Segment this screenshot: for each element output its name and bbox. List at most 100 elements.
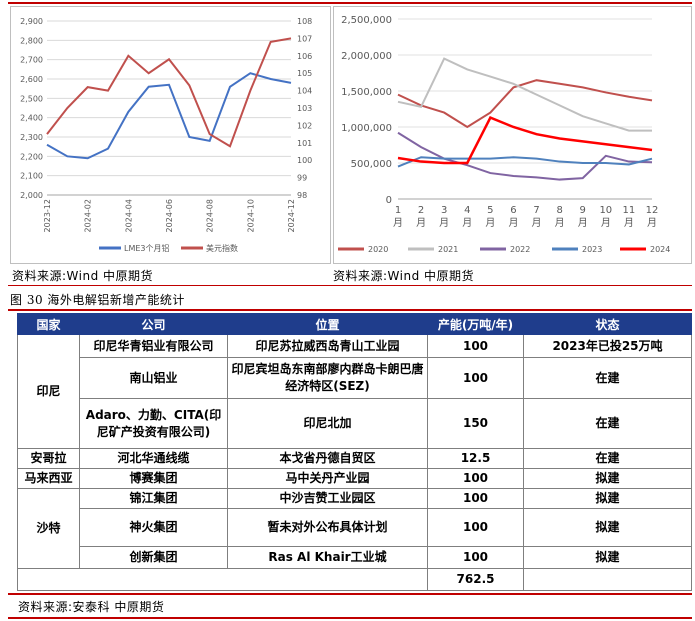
header-status: 状态 — [523, 313, 692, 335]
series-line-2020 — [397, 79, 653, 129]
total-status-cell — [523, 568, 692, 591]
location-cell: 中沙吉赞工业园区 — [227, 488, 428, 509]
y-left-tick-label: 2,900 — [20, 17, 43, 26]
x-tick-label: 2024-10 — [246, 199, 255, 232]
x-tick-month: 月 — [624, 217, 634, 229]
company-cell: 河北华通线缆 — [79, 448, 228, 469]
location-cell: 暂未对外公布具体计划 — [227, 508, 428, 547]
x-tick-number: 3 — [441, 205, 447, 216]
table-row: 印尼 印尼华青铝业有限公司 印尼苏拉威西岛青山工业园 100 2023年已投25… — [17, 334, 692, 449]
table-row: 马来西亚 博赛集团 马中关丹产业园 100 拟建 — [17, 468, 692, 489]
status-cell: 在建 — [523, 357, 692, 399]
lme-usd-chart-svg: 2,900 2,800 2,700 2,600 2,500 2,400 2,300 2,200… — [20, 17, 312, 253]
total-capacity-cell: 762.5 — [427, 568, 524, 591]
source-right: 资料来源:Wind 中原期货 — [333, 269, 475, 283]
y-right-tick-label: 100 — [297, 156, 312, 165]
status-cell: 在建 — [523, 398, 692, 449]
legend-label-2024: 2024 — [650, 245, 670, 254]
status-cell: 拟建 — [523, 546, 692, 569]
capacity-cell: 100 — [427, 357, 524, 399]
header-location: 位置 — [227, 313, 428, 335]
y-left-tick-label: 2,800 — [20, 36, 43, 45]
y-left-tick-label: 2,300 — [20, 133, 43, 142]
location-cell: 马中关丹产业园 — [227, 468, 428, 489]
country-cell: 马来西亚 — [17, 468, 80, 489]
company-cell: 印尼华青铝业有限公司 — [79, 334, 228, 358]
series-line-2024 — [397, 116, 653, 165]
x-tick-number: 12 — [646, 205, 659, 216]
y-right-tick-label: 104 — [297, 87, 312, 96]
country-cell: 印尼 — [17, 334, 80, 449]
x-tick-number: 2 — [418, 205, 424, 216]
x-tick-label: 2024-12 — [287, 199, 296, 232]
capacity-cell: 100 — [427, 508, 524, 547]
legend-label-2023: 2023 — [582, 245, 602, 254]
x-tick-month: 月 — [416, 217, 426, 229]
x-tick-month: 月 — [601, 217, 611, 229]
y-left-tick-label: 2,700 — [20, 56, 43, 65]
company-cell: 神火集团 — [79, 508, 228, 547]
inventory-seasonal-chart-svg: 2,500,000 2,000,000 1,500,000 1,000,000 500,… — [338, 15, 670, 254]
table-row: 沙特 锦江集团 中沙吉赞工业园区 100 拟建 — [17, 488, 692, 569]
x-tick-month: 月 — [555, 217, 565, 229]
y-left-tick-label: 2,200 — [20, 152, 43, 161]
x-tick-month: 月 — [508, 217, 518, 229]
x-tick-month: 月 — [439, 217, 449, 229]
x-tick-label: 2024-08 — [206, 199, 215, 232]
y-right-tick-label: 106 — [297, 52, 312, 61]
x-tick-number: 11 — [623, 205, 636, 216]
legend-label-2020: 2020 — [368, 245, 388, 254]
location-cell: 印尼北加 — [227, 398, 428, 449]
y-right-tick-label: 98 — [297, 191, 307, 200]
y-left-tick-label: 2,000 — [20, 191, 43, 200]
header-capacity: 产能(万吨/年) — [427, 313, 524, 335]
company-cell: Adaro、力勤、CITA(印尼矿产投资有限公司) — [79, 398, 228, 449]
country-cell: 沙特 — [17, 488, 80, 569]
series-line-usd — [46, 37, 292, 148]
total-row: 762.5 — [17, 568, 692, 591]
figure-title: 图 30 海外电解铝新增产能统计 — [10, 293, 185, 307]
x-tick-number: 8 — [556, 205, 562, 216]
table-row: 安哥拉 河北华通线缆 本戈省丹德自贸区 12.5 在建 — [17, 448, 692, 469]
x-tick-label: 2024-04 — [124, 199, 133, 232]
source-left: 资料来源:Wind 中原期货 — [12, 269, 154, 283]
y-left-tick-label: 2,400 — [20, 114, 43, 123]
table-row: Adaro、力勤、CITA(印尼矿产投资有限公司) 印尼北加 150 在建 — [18, 398, 692, 449]
y-tick-label: 0 — [386, 195, 392, 206]
status-cell: 拟建 — [523, 468, 692, 489]
series-line-lme — [46, 72, 292, 160]
table-row: 神火集团 暂未对外公布具体计划 100 拟建 — [18, 508, 692, 547]
x-tick-month: 月 — [578, 217, 588, 229]
x-tick-month: 月 — [647, 217, 657, 229]
y-right-tick-label: 108 — [297, 17, 312, 26]
series-line-2022 — [397, 131, 653, 181]
y-tick-label: 500,000 — [351, 159, 392, 170]
y-right-tick-label: 101 — [297, 139, 312, 148]
y-right-tick-label: 103 — [297, 104, 312, 113]
top-rule — [8, 2, 692, 4]
x-tick-number: 1 — [395, 205, 401, 216]
status-cell: 拟建 — [523, 488, 692, 509]
y-right-tick-label: 99 — [297, 174, 307, 183]
location-cell: 本戈省丹德自贸区 — [227, 448, 428, 469]
capacity-cell: 150 — [427, 398, 524, 449]
y-left-tick-label: 2,500 — [20, 94, 43, 103]
page-bottom-rule — [8, 617, 692, 619]
country-cell: 安哥拉 — [17, 448, 80, 469]
legend-label-usd: 美元指数 — [206, 243, 238, 253]
location-cell: 印尼宾坦岛东南部廖内群岛卡朗巴唐经济特区(SEZ) — [227, 357, 428, 399]
location-cell: 印尼苏拉威西岛青山工业园 — [227, 334, 428, 358]
y-tick-label: 1,000,000 — [341, 123, 392, 134]
capacity-cell: 100 — [427, 488, 524, 509]
inventory-seasonal-chart: 2,500,000 2,000,000 1,500,000 1,000,000 500,… — [333, 6, 692, 264]
company-cell: 博赛集团 — [79, 468, 228, 489]
x-tick-number: 5 — [487, 205, 493, 216]
capacity-cell: 100 — [427, 468, 524, 489]
header-country: 国家 — [17, 313, 80, 335]
x-tick-label: 2023-12 — [43, 199, 52, 232]
source-rule — [8, 285, 692, 286]
y-tick-label: 1,500,000 — [341, 87, 392, 98]
y-right-tick-label: 102 — [297, 121, 312, 130]
capacity-table: 国家 公司 位置 产能(万吨/年) 状态 印尼 印尼华青铝业有限公司 印尼苏拉威… — [17, 313, 692, 591]
figure-rule — [8, 309, 692, 311]
